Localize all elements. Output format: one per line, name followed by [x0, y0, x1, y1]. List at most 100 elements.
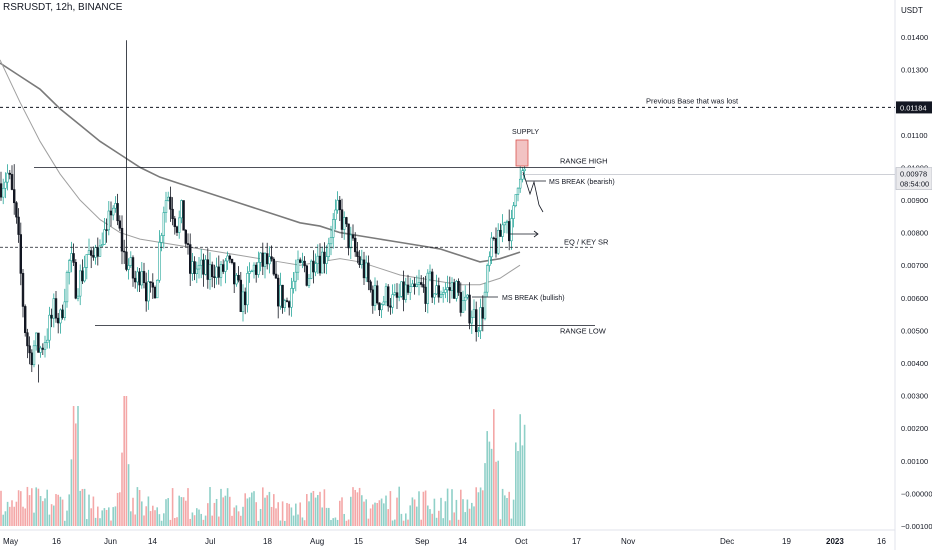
candle-body — [65, 272, 69, 303]
volume-bar — [264, 497, 266, 526]
volume-bar — [88, 494, 90, 526]
candle-body — [391, 294, 394, 308]
volume-bar — [90, 508, 92, 526]
candle-body — [384, 286, 388, 303]
moving-average-line — [0, 59, 521, 286]
volume-bar — [374, 502, 376, 526]
candle-body — [180, 200, 183, 219]
volume-bar — [308, 501, 310, 526]
candle-body — [382, 301, 385, 305]
price-tick-label: 0.00200 — [901, 424, 928, 433]
price-tick-label: 0.00300 — [901, 392, 928, 401]
volume-bar — [484, 463, 486, 526]
volume-bar — [68, 494, 70, 526]
volume-bar — [132, 497, 134, 526]
projection-arrowhead — [533, 230, 539, 238]
volume-bar — [317, 495, 319, 526]
volume-bar — [185, 500, 187, 526]
candle-body — [34, 332, 38, 347]
candle-body — [437, 285, 440, 298]
volume-bar — [35, 487, 37, 526]
supply-zone — [515, 139, 529, 167]
candle-body — [41, 347, 45, 350]
candle-body — [54, 298, 58, 319]
volume-bar — [110, 520, 112, 526]
volume-bar — [319, 491, 321, 526]
candle-body — [481, 307, 484, 319]
candle-body — [213, 276, 216, 278]
volume-bar — [59, 496, 62, 526]
volume-bar — [218, 516, 220, 526]
candle-body — [422, 284, 425, 288]
volume-bar — [99, 518, 101, 526]
candle-body — [195, 268, 198, 274]
candle-body — [259, 252, 262, 263]
candle-body — [0, 183, 3, 198]
candle-body — [499, 229, 502, 237]
candle-body — [48, 314, 51, 341]
candle-body — [186, 243, 190, 245]
volume-bar — [288, 503, 290, 526]
candle-body — [184, 229, 187, 244]
candle-body — [167, 196, 170, 201]
volume-bar — [420, 519, 422, 526]
volume-bar — [281, 501, 284, 526]
volume-bar — [55, 494, 57, 526]
candle-body — [222, 264, 225, 272]
volume-bar — [83, 488, 86, 526]
volume-bar — [407, 519, 409, 526]
candle-body — [428, 271, 432, 274]
candle-body — [419, 282, 423, 285]
volume-bar — [314, 497, 317, 526]
candle-body — [250, 270, 253, 273]
volume-bar — [158, 514, 161, 526]
volume-bar — [486, 431, 488, 526]
candle-body — [50, 314, 53, 319]
volume-bar — [477, 492, 480, 526]
candle-body — [290, 288, 293, 308]
candle-body — [307, 278, 311, 286]
volume-bar — [101, 510, 103, 526]
volume-bar — [383, 503, 385, 526]
candle-body — [358, 256, 361, 265]
volume-bar — [248, 497, 251, 526]
ms-break-bearish-label: MS BREAK (bearish) — [549, 179, 615, 186]
candle-body — [521, 170, 524, 180]
volume-bar — [422, 491, 425, 526]
volume-bar — [369, 508, 372, 526]
previous-base-price-tag — [896, 101, 932, 114]
volume-bar — [259, 508, 262, 526]
candle-body — [472, 309, 476, 318]
volume-bar — [167, 498, 169, 526]
candle-body — [466, 294, 469, 298]
volume-bar — [2, 514, 4, 526]
volume-bar — [209, 487, 211, 526]
volume-bar — [343, 513, 345, 526]
candle-body — [193, 261, 196, 274]
candle-body — [68, 260, 71, 273]
candle-body — [463, 296, 467, 301]
candle-body — [56, 317, 60, 324]
volume-bar — [152, 505, 154, 526]
volume-bar — [143, 515, 145, 526]
candle-body — [303, 260, 306, 267]
candle-body — [217, 266, 220, 278]
moving-average-line — [0, 62, 521, 263]
volume-bar — [508, 491, 510, 526]
candle-body — [208, 264, 212, 280]
candle-body — [276, 277, 280, 307]
volume-bar — [9, 506, 11, 526]
volume-bar — [418, 491, 420, 526]
candle-body — [160, 235, 163, 243]
candle-body — [85, 254, 89, 268]
candle-body — [134, 277, 137, 283]
candle-body — [336, 199, 339, 211]
volume-bar — [50, 504, 53, 526]
candle-body — [149, 281, 152, 284]
candle-body — [424, 286, 427, 304]
candle-body — [6, 172, 9, 183]
candle-body — [224, 260, 227, 272]
currency-label: USDT — [901, 6, 923, 15]
volume-bar — [112, 507, 114, 526]
